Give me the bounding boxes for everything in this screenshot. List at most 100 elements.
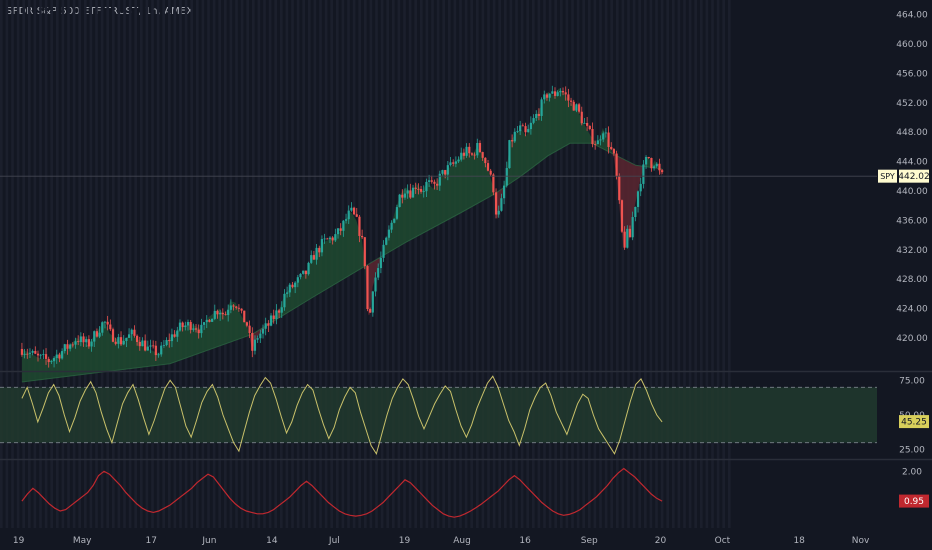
- stripe: [201, 0, 205, 528]
- candle-body: [655, 163, 658, 167]
- candle-body: [436, 183, 439, 186]
- candle-body: [211, 318, 214, 322]
- candle-body: [299, 273, 302, 278]
- candle-body: [176, 330, 179, 337]
- stripe: [179, 0, 182, 528]
- time-tick-label: May: [73, 536, 92, 546]
- candle-body: [492, 174, 495, 193]
- candle-body: [661, 170, 664, 173]
- candle-body: [334, 234, 337, 241]
- stripe: [162, 0, 165, 528]
- candle-body: [304, 270, 307, 275]
- candle-body: [74, 341, 77, 345]
- stripe: [431, 0, 434, 528]
- candle-body: [387, 229, 391, 238]
- candle-body: [173, 334, 176, 337]
- stripe: [481, 0, 485, 528]
- candle-body: [71, 344, 74, 346]
- stripe: [134, 0, 137, 528]
- last-price-label: 442.02: [898, 172, 930, 182]
- price-tick-label: 436.00: [896, 216, 928, 226]
- candle-body: [363, 237, 366, 267]
- candle-body: [623, 231, 626, 248]
- price-tick-label: 420.00: [896, 334, 928, 344]
- oscillator-tick-label: 75.00: [899, 376, 925, 386]
- candle-body: [537, 113, 541, 116]
- candle-body: [489, 170, 492, 175]
- stripe: [274, 0, 277, 528]
- stripe: [520, 0, 524, 528]
- candle-body: [502, 185, 506, 199]
- candle-body: [291, 284, 294, 288]
- time-tick-label: Oct: [715, 536, 731, 546]
- candle-body: [511, 140, 514, 142]
- price-tick-label: 444.00: [896, 158, 928, 168]
- candle-body: [607, 132, 610, 147]
- stripe: [296, 0, 300, 528]
- candle-body: [642, 164, 645, 184]
- stripe: [627, 0, 630, 528]
- candle-body: [516, 131, 519, 132]
- candle-body: [186, 321, 190, 326]
- candle-body: [133, 329, 136, 336]
- candle-body: [331, 237, 334, 241]
- candle-body: [476, 142, 479, 156]
- candle-body: [393, 218, 396, 223]
- candle-body: [66, 344, 69, 349]
- time-tick-label: 20: [655, 536, 667, 546]
- stripe: [22, 0, 25, 528]
- candle-body: [162, 344, 165, 346]
- candle-body: [462, 152, 466, 156]
- stripe: [470, 0, 473, 528]
- stripe: [257, 0, 261, 528]
- candle-body: [90, 341, 93, 347]
- candle-body: [98, 332, 101, 337]
- candle-body: [591, 129, 594, 145]
- panel-separators: [0, 370, 932, 461]
- candle-body: [545, 94, 549, 98]
- oscillator-value-label: 45.25: [901, 418, 927, 428]
- stripe: [666, 0, 669, 528]
- candle-body: [411, 187, 415, 198]
- candle-body: [240, 308, 243, 311]
- candle-body: [58, 354, 61, 359]
- trend-fill-region: [270, 211, 366, 324]
- candle-body: [401, 194, 404, 198]
- candle-body: [615, 153, 618, 177]
- candle-body: [610, 146, 613, 150]
- stripe: [212, 0, 216, 528]
- candle-body: [494, 192, 498, 215]
- candle-body: [63, 344, 66, 352]
- candle-body: [82, 336, 85, 343]
- candle-body: [524, 126, 527, 133]
- candle-body: [154, 345, 157, 356]
- candle-body: [449, 162, 452, 166]
- candle-body: [243, 310, 246, 323]
- candle-body: [433, 181, 436, 184]
- candle-body: [216, 310, 219, 315]
- candle-body: [468, 146, 471, 154]
- stripe: [716, 0, 720, 528]
- candle-body: [149, 345, 152, 347]
- stripe: [33, 0, 37, 528]
- stripe: [459, 0, 462, 528]
- stripe: [403, 0, 406, 528]
- candle-body: [109, 324, 112, 330]
- candle-body: [594, 144, 597, 145]
- stripe: [420, 0, 423, 528]
- candle-body: [320, 239, 324, 253]
- candle-body: [374, 277, 377, 292]
- candle-body: [422, 191, 425, 193]
- trend-fill-region: [645, 156, 658, 169]
- trend-fill-region: [504, 88, 613, 188]
- trend-fill-region: [21, 301, 250, 382]
- candle-body: [652, 166, 656, 169]
- candle-body: [430, 180, 433, 182]
- stripe: [504, 0, 507, 528]
- candle-body: [569, 100, 573, 102]
- candle-body: [23, 353, 26, 355]
- stripe: [548, 0, 552, 528]
- candle-body: [529, 122, 532, 130]
- candle-body: [101, 322, 104, 333]
